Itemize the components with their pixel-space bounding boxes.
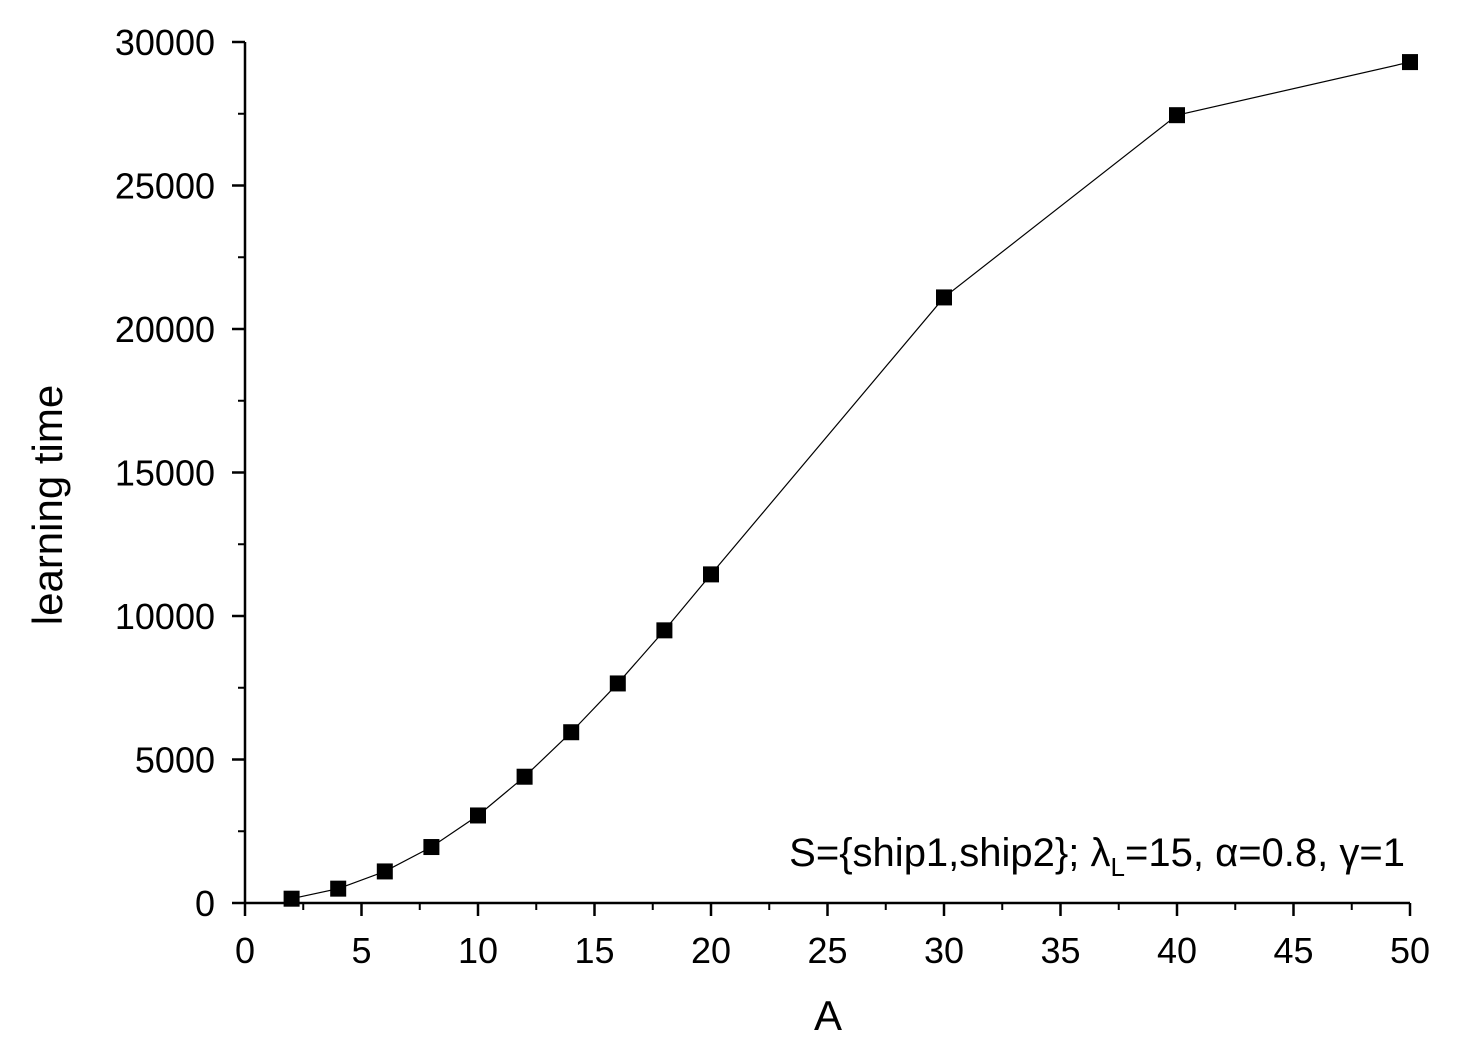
data-point	[1402, 54, 1418, 71]
annotation: S={ship1,ship2}; λL=15, α=0.8, γ=1	[789, 831, 1405, 882]
x-axis-ticks: 0 5 10 15 20 25 30 35 40 45 50	[235, 903, 1430, 971]
x-tick-label: 30	[924, 930, 964, 971]
annotation-prefix: S={ship1,ship2};	[789, 831, 1090, 875]
x-axis-title: A	[814, 992, 842, 1039]
data-point	[1169, 107, 1185, 124]
annotation-gamma-value: =1	[1359, 831, 1405, 875]
x-tick-label: 40	[1157, 930, 1197, 971]
data-point	[516, 768, 533, 785]
y-tick-label: 0	[195, 883, 215, 924]
annotation-alpha-value: =0.8,	[1238, 831, 1339, 875]
data-point	[656, 622, 673, 639]
data-point	[703, 566, 719, 583]
y-axis-title: learning time	[24, 385, 71, 625]
y-tick-label: 15000	[115, 453, 215, 494]
plot-area	[243, 42, 1410, 905]
annotation-lambda-subscript: L	[1111, 852, 1125, 882]
y-axis-ticks: 0 5000 10000 15000 20000 25000 30000	[115, 22, 245, 924]
x-tick-label: 35	[1040, 930, 1080, 971]
data-point	[936, 289, 952, 306]
annotation-alpha: α	[1215, 831, 1238, 875]
x-tick-label: 5	[351, 930, 371, 971]
data-point	[283, 890, 300, 907]
data-point	[470, 807, 486, 824]
x-tick-label: 45	[1273, 930, 1313, 971]
data-point	[330, 880, 347, 897]
x-tick-label: 10	[458, 930, 498, 971]
annotation-gamma: γ	[1339, 831, 1359, 875]
x-tick-label: 0	[235, 930, 255, 971]
y-tick-label: 20000	[115, 309, 215, 350]
y-tick-label: 5000	[135, 740, 215, 781]
y-tick-label: 30000	[115, 22, 215, 63]
y-tick-label: 25000	[115, 166, 215, 207]
data-point	[609, 675, 626, 692]
y-tick-label: 10000	[115, 596, 215, 637]
series-line	[291, 61, 1411, 900]
x-tick-label: 15	[574, 930, 614, 971]
x-tick-label: 50	[1390, 930, 1430, 971]
x-tick-label: 20	[691, 930, 731, 971]
annotation-lambda: λ	[1091, 831, 1111, 875]
data-point	[376, 863, 393, 880]
x-tick-label: 25	[807, 930, 847, 971]
data-point	[423, 839, 440, 856]
data-series	[283, 54, 1418, 907]
annotation-lambda-value: =15,	[1125, 831, 1215, 875]
data-point	[563, 724, 580, 741]
